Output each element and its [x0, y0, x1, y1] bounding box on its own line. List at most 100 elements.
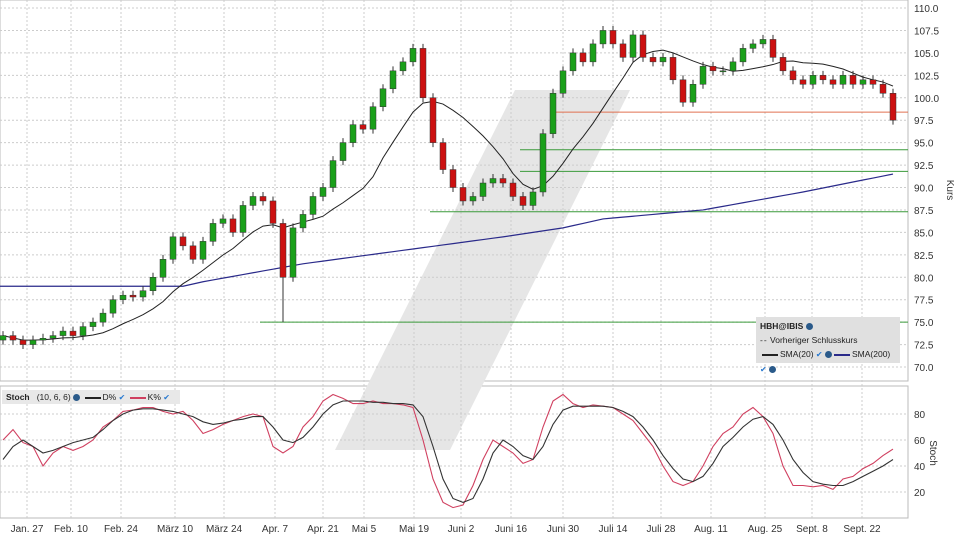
candle-body	[439, 142, 447, 170]
legend-sma200[interactable]: SMA(200)	[852, 349, 891, 359]
candle	[29, 335, 37, 350]
candle	[719, 66, 727, 76]
candle-body	[149, 277, 157, 291]
legend-d[interactable]: D%	[102, 392, 117, 402]
candle	[419, 43, 427, 103]
y-axis-label: Kurs	[944, 180, 955, 201]
candle	[59, 326, 67, 341]
check-icon[interactable]: ✔	[760, 365, 767, 374]
candle	[749, 39, 757, 53]
candle-body	[869, 79, 877, 85]
candle-body	[329, 160, 337, 188]
stoch-k-line	[2, 393, 894, 509]
candle	[739, 43, 747, 67]
globe-icon[interactable]	[73, 394, 81, 402]
candle	[149, 272, 157, 296]
y-tick-label: 80.0	[914, 273, 934, 284]
globe-icon[interactable]	[805, 323, 813, 331]
y-tick-label: 92.5	[914, 161, 934, 172]
candle	[679, 75, 687, 107]
candle-body	[269, 200, 277, 224]
candle-body	[629, 34, 637, 58]
candle-body	[499, 178, 507, 184]
candle	[769, 34, 777, 62]
candle-body	[399, 61, 407, 72]
x-tick-label: Sept. 22	[843, 524, 881, 535]
y-tick-label: 75.0	[914, 318, 934, 329]
candle-body	[569, 52, 577, 72]
x-tick-label: Juli 28	[647, 524, 676, 535]
candle	[809, 70, 817, 89]
stoch-tick-label: 60	[914, 436, 926, 447]
candle-body	[779, 57, 787, 72]
candle	[599, 25, 607, 49]
y-tick-label: 110.0	[914, 4, 939, 15]
globe-icon[interactable]	[825, 351, 832, 359]
candle-body	[199, 241, 207, 260]
candle	[309, 191, 317, 219]
candle	[849, 70, 857, 89]
candle-body	[489, 178, 497, 184]
candle	[559, 66, 567, 98]
x-tick-label: März 24	[206, 524, 243, 535]
candle-body	[19, 339, 27, 345]
candle-body	[0, 335, 7, 341]
x-tick-label: Juni 30	[547, 524, 580, 535]
candle-body	[119, 294, 127, 300]
stoch-d-line	[2, 400, 894, 503]
candle-body	[679, 79, 687, 103]
legend-sma20[interactable]: SMA(20)	[780, 349, 814, 359]
candle	[239, 200, 247, 237]
candle	[799, 75, 807, 89]
candle	[329, 156, 337, 192]
y-tick-label: 85.0	[914, 228, 934, 239]
x-tick-label: Juli 14	[599, 524, 628, 535]
candle-body	[479, 182, 487, 197]
candle-body	[529, 191, 537, 206]
candle-body	[699, 66, 707, 85]
candle	[429, 93, 437, 148]
candle	[779, 52, 787, 76]
watermark-logo	[335, 90, 630, 450]
stoch-tick-label: 80	[914, 410, 926, 421]
candle-body	[729, 61, 737, 72]
candle-body	[539, 133, 547, 193]
candle	[79, 322, 87, 341]
stoch-tick-label: 40	[914, 462, 926, 473]
x-tick-label: Feb. 24	[104, 524, 138, 535]
candle-body	[659, 57, 667, 63]
check-icon[interactable]: ✔	[163, 393, 170, 402]
globe-icon[interactable]	[769, 366, 777, 374]
price-legend: HBH@IBIS -- Vorheriger Schlusskurs SMA(2…	[756, 317, 900, 374]
candle	[399, 57, 407, 76]
candle	[819, 70, 827, 85]
check-icon[interactable]: ✔	[815, 350, 823, 359]
candle-body	[599, 30, 607, 45]
candle	[759, 34, 767, 49]
candle-body	[139, 290, 147, 298]
candle	[519, 191, 527, 210]
candle	[649, 52, 657, 67]
candle-body	[169, 236, 177, 260]
candle	[529, 187, 537, 210]
candle-body	[829, 79, 837, 85]
candle-body	[509, 182, 517, 197]
sma200-line-icon	[834, 353, 850, 356]
check-icon[interactable]: ✔	[118, 393, 126, 402]
candle	[39, 333, 47, 345]
candle-body	[339, 142, 347, 161]
x-tick-label: Feb. 10	[54, 524, 88, 535]
x-tick-label: Juni 2	[448, 524, 475, 535]
sma20-line	[2, 49, 894, 341]
candle	[879, 79, 887, 98]
legend-prev-close[interactable]: Vorheriger Schlusskurs	[770, 335, 858, 345]
candle	[259, 191, 267, 206]
candle-body	[769, 39, 777, 58]
candle	[199, 236, 207, 264]
candle-body	[759, 39, 767, 45]
candle	[469, 191, 477, 206]
candle	[299, 209, 307, 233]
legend-symbol: HBH@IBIS	[760, 321, 804, 331]
legend-k[interactable]: K%	[147, 392, 161, 402]
x-tick-label: Sept. 8	[796, 524, 828, 535]
